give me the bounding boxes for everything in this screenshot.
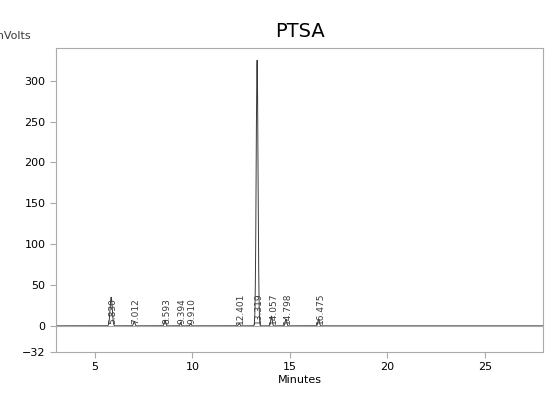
X-axis label: Minutes: Minutes: [278, 375, 321, 385]
Text: 9.910: 9.910: [188, 298, 197, 324]
Text: 8.593: 8.593: [162, 298, 171, 324]
Text: 7.012: 7.012: [131, 298, 140, 324]
Text: 9.394: 9.394: [178, 298, 186, 324]
Title: PTSA: PTSA: [275, 22, 324, 41]
Text: 16.475: 16.475: [316, 293, 325, 324]
Text: 14.057: 14.057: [269, 293, 278, 324]
Text: 12.401: 12.401: [236, 293, 245, 324]
Text: mVolts: mVolts: [0, 31, 31, 41]
Text: 14.798: 14.798: [283, 293, 292, 324]
Text: 13.319: 13.319: [254, 292, 263, 324]
Text: 5.830: 5.830: [108, 298, 117, 324]
